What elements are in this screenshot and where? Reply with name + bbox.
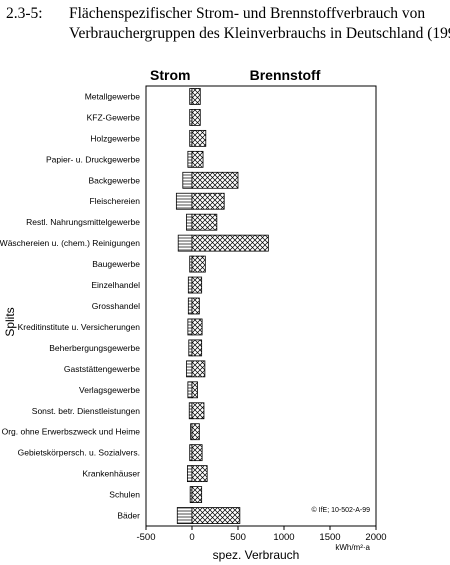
bar-strom-bäder — [176, 507, 193, 524]
category-label-papier-u-druckgewerbe: Papier- u. Druckgewerbe — [46, 154, 140, 164]
strom-header: Strom — [150, 67, 190, 83]
bar-strom-beherbergungsgewerbe — [188, 339, 193, 357]
bar-brennstoff-gaststättengewerbe — [191, 360, 206, 378]
category-label-wäschereien-u-chem-reinigungen: Wäschereien u. (chem.) Reinigungen — [0, 238, 140, 248]
category-label-beherbergungsgewerbe: Beherbergungsgewerbe — [49, 343, 140, 353]
bar-brennstoff-verlagsgewerbe — [191, 381, 198, 399]
bar-brennstoff-restl-nahrungsmittelgewerbe — [191, 213, 218, 231]
bar-brennstoff-kreditinstitute-u-versicherungen — [191, 318, 203, 336]
bar-brennstoff-beherbergungsgewerbe — [191, 339, 203, 357]
copyright-annotation: © IfE; 10-502-A-99 — [312, 506, 371, 514]
category-label-bäder: Bäder — [117, 511, 140, 521]
bar-brennstoff-bäder — [191, 507, 241, 524]
bar-brennstoff-kfz-gewerbe — [191, 109, 201, 126]
category-label-kreditinstitute-u-versicherungen: Kreditinstitute u. Versicherungen — [18, 322, 141, 332]
bar-strom-sonst-betr-dienstleistungen — [188, 402, 193, 420]
bar-brennstoff-schulen — [191, 486, 203, 503]
category-label-kfz-gewerbe: KFZ-Gewerbe — [87, 112, 141, 122]
category-label-verlagsgewerbe: Verlagsgewerbe — [79, 385, 140, 395]
x-tick-label-2000: 2000 — [365, 532, 386, 543]
category-labels: Metallgewerbe KFZ-Gewerbe Holzgewerbe Papie… — [0, 91, 140, 520]
category-label-baugewerbe: Baugewerbe — [92, 259, 140, 269]
bar-brennstoff-holzgewerbe — [191, 129, 207, 147]
bar-brennstoff-baugewerbe — [191, 255, 206, 273]
brennstoff-header: Brennstoff — [250, 67, 321, 83]
bar-strom-kreditinstitute-u-versicherungen — [187, 318, 193, 336]
bar-brennstoff-fleischereien — [191, 192, 225, 210]
category-label-fleischereien: Fleischereien — [89, 196, 140, 206]
category-label-sonst-betr-dienstleistungen: Sonst. betr. Dienstleistungen — [32, 406, 140, 416]
category-label-schulen: Schulen — [109, 490, 140, 500]
bar-brennstoff-krankenhäuser — [191, 465, 208, 483]
bar-brennstoff-gebietskörpersch-u-sozialvers — [191, 444, 203, 462]
category-label-backgewerbe: Backgewerbe — [88, 175, 140, 185]
bar-brennstoff-einzelhandel — [191, 276, 203, 294]
x-tick-label--500: -500 — [136, 532, 155, 543]
bar-brennstoff-wäschereien-u-chem-reinigungen — [191, 234, 269, 252]
bar-strom-backgewerbe — [182, 171, 193, 189]
bars-group — [175, 88, 269, 524]
category-label-restl-nahrungsmittelgewerbe: Restl. Nahrungsmittelgewerbe — [26, 217, 140, 227]
bar-strom-krankenhäuser — [186, 465, 193, 483]
bar-strom-restl-nahrungsmittelgewerbe — [186, 213, 193, 231]
bar-brennstoff-metallgewerbe — [191, 88, 201, 105]
bar-brennstoff-grosshandel — [191, 297, 200, 315]
bar-brennstoff-papier-u-druckgewerbe — [191, 150, 204, 168]
category-label-grosshandel: Grosshandel — [92, 301, 140, 311]
x-axis: -500 0 500 1000 1500 2000 — [136, 526, 387, 543]
category-label-gaststättengewerbe: Gaststättengewerbe — [64, 364, 140, 374]
y-axis-label: Splits — [3, 307, 17, 336]
bar-strom-fleischereien — [175, 192, 193, 210]
category-label-krankenhäuser: Krankenhäuser — [82, 469, 140, 479]
bar-strom-wäschereien-u-chem-reinigungen — [177, 234, 193, 252]
category-label-org-ohne-erwerbszweck-und-heime: Org. ohne Erwerbszweck und Heime — [2, 427, 141, 437]
category-label-metallgewerbe: Metallgewerbe — [85, 91, 141, 101]
bar-brennstoff-org-ohne-erwerbszweck-und-heime — [191, 423, 200, 441]
x-axis-label: spez. Verbrauch — [213, 548, 300, 562]
bar-brennstoff-sonst-betr-dienstleistungen — [191, 402, 205, 420]
caption-line-2: Verbrauchergruppen des Kleinverbrauchs i… — [69, 25, 450, 42]
caption-line-1: Flächenspezifischer Strom- und Brennstof… — [69, 5, 426, 22]
category-label-holzgewerbe: Holzgewerbe — [90, 133, 140, 143]
category-label-einzelhandel: Einzelhandel — [91, 280, 140, 290]
x-tick-label-0: 0 — [189, 532, 194, 543]
bar-strom-verlagsgewerbe — [187, 381, 193, 399]
x-tick-label-1500: 1500 — [319, 532, 340, 543]
bar-strom-gaststättengewerbe — [186, 360, 193, 378]
plot-area-frame — [145, 85, 377, 527]
category-label-gebietskörpersch-u-sozialvers: Gebietskörpersch. u. Sozialvers. — [18, 448, 140, 458]
bar-strom-grosshandel — [187, 297, 193, 315]
bar-brennstoff-backgewerbe — [191, 171, 239, 189]
caption-number: 2.3-5: — [6, 5, 43, 22]
bar-strom-einzelhandel — [187, 276, 193, 294]
bar-strom-papier-u-druckgewerbe — [187, 150, 193, 168]
x-tick-label-1000: 1000 — [273, 532, 294, 543]
x-axis-unit: kWh/m²·a — [335, 543, 370, 552]
x-tick-label-500: 500 — [230, 532, 246, 543]
